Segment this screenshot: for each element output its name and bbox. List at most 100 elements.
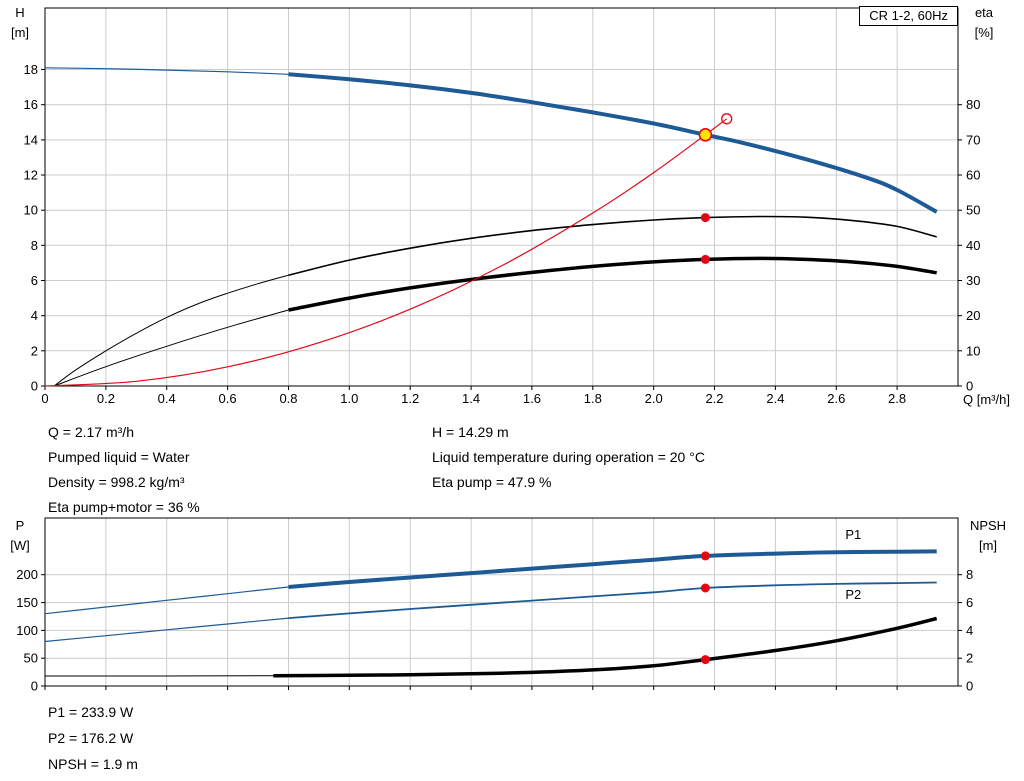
- y-tick-label: 2: [31, 343, 38, 358]
- x-tick-label: 2.8: [888, 391, 906, 406]
- x-tick-label: 1.4: [462, 391, 480, 406]
- y-tick-label: 200: [16, 567, 38, 582]
- npsh-axis-unit: [m]: [978, 538, 998, 553]
- h-axis-title: H [m]: [0, 3, 40, 43]
- x-tick-label: 2.2: [705, 391, 723, 406]
- y-tick-label: 14: [24, 132, 38, 147]
- y-tick-label: 100: [16, 623, 38, 638]
- info-p1: P1 = 233.9 W: [48, 704, 134, 720]
- power-info: P1 = 233.9 W P2 = 176.2 W NPSH = 1.9 m: [48, 699, 138, 777]
- y-tick-label: 8: [31, 238, 38, 253]
- x-tick-label: 2.4: [766, 391, 784, 406]
- y-tick-label: 18: [24, 62, 38, 77]
- qh-eta-chart: 0 0.2 0.4 0.6 0.8 1.0 1.2 1.4 1.6 1.8 2.0 2.2 2.4 2.6…: [24, 7, 981, 406]
- axis-ticks: 0 50 100 150 200 0 2 4 6 8: [16, 567, 973, 693]
- y-tick-label: 16: [24, 97, 38, 112]
- eta-axis-unit: [%]: [974, 25, 994, 40]
- p-axis-title: P [W]: [0, 516, 40, 556]
- duty-info-left: Q = 2.17 m³/h Pumped liquid = Water Dens…: [48, 420, 200, 520]
- y-tick-label: 0: [31, 379, 38, 394]
- info-q: Q = 2.17 m³/h: [48, 424, 134, 440]
- eta-pump-point: [700, 213, 710, 223]
- grid: [45, 8, 958, 386]
- npsh-curve: [273, 616, 938, 678]
- info-h: H = 14.29 m: [432, 424, 509, 440]
- y-tick-label: 4: [31, 308, 38, 323]
- x-tick-label: 1.8: [584, 391, 602, 406]
- x-tick-label: 0.6: [219, 391, 237, 406]
- x-tick-label: 1.2: [401, 391, 419, 406]
- y2-tick-label: 30: [966, 273, 980, 288]
- q-axis-title: Q [m³/h]: [963, 392, 1010, 407]
- info-pumped-liquid: Pumped liquid = Water: [48, 449, 190, 465]
- y2-tick-label: 0: [966, 379, 973, 394]
- h-curve-extension: [44, 67, 289, 75]
- y2-tick-label: 6: [966, 595, 973, 610]
- x-tick-label: 1.6: [523, 391, 541, 406]
- y2-tick-label: 2: [966, 651, 973, 666]
- y-tick-label: 6: [31, 273, 38, 288]
- x-tick-label: 2.6: [827, 391, 845, 406]
- p2-extension: [44, 617, 289, 643]
- duty-point[interactable]: [698, 128, 713, 142]
- p2-label: P2: [845, 587, 861, 602]
- power-npsh-chart: 0 50 100 150 200 0 2 4 6 8 P1 P2: [16, 517, 973, 694]
- y2-tick-label: 40: [966, 238, 980, 253]
- p1-extension: [44, 586, 289, 615]
- y-tick-label: 10: [24, 203, 38, 218]
- y2-tick-label: 60: [966, 168, 980, 183]
- info-eta-pump-motor: Eta pump+motor = 36 %: [48, 499, 200, 515]
- eta-pump-motor-curve: [288, 256, 937, 312]
- p-axis-name: P: [15, 518, 25, 533]
- y2-tick-label: 10: [966, 343, 980, 358]
- x-tick-label: 1.0: [340, 391, 358, 406]
- eta-axis-title: eta [%]: [958, 3, 1010, 43]
- eta-pump-curve: [288, 215, 937, 276]
- y2-tick-label: 50: [966, 203, 980, 218]
- x-tick-label: 0.4: [158, 391, 176, 406]
- p1-point: [700, 551, 710, 561]
- plot-border: [44, 517, 959, 687]
- h-axis-name: H: [15, 5, 25, 20]
- eta-pump-extension: [53, 274, 289, 387]
- x-tick-label: 0.2: [97, 391, 115, 406]
- h-curve: [288, 72, 938, 214]
- h-axis-unit: [m]: [10, 25, 30, 40]
- y-tick-label: 50: [24, 651, 38, 666]
- y2-tick-label: 8: [966, 567, 973, 582]
- x-tick-label: 2.0: [645, 391, 663, 406]
- eta-pump-motor-extension: [53, 309, 289, 387]
- info-p2: P2 = 176.2 W: [48, 730, 134, 746]
- y2-tick-label: 20: [966, 308, 980, 323]
- plot-border: [44, 7, 959, 387]
- y2-tick-label: 0: [966, 679, 973, 694]
- pump-model-label: CR 1-2, 60Hz: [859, 6, 958, 26]
- p2-point: [700, 583, 710, 593]
- info-liquid-temperature: Liquid temperature during operation = 20…: [432, 449, 705, 465]
- eta-axis-name: eta: [974, 5, 994, 20]
- npsh-point: [700, 655, 710, 665]
- info-npsh: NPSH = 1.9 m: [48, 756, 138, 772]
- x-tick-label: 0: [41, 391, 48, 406]
- npsh-axis-title: NPSH [m]: [956, 516, 1020, 556]
- y2-tick-label: 80: [966, 97, 980, 112]
- p2-curve: [288, 581, 937, 619]
- npsh-axis-name: NPSH: [969, 518, 1007, 533]
- p1-label: P1: [845, 527, 861, 542]
- y-tick-label: 150: [16, 595, 38, 610]
- y-tick-label: 12: [24, 168, 38, 183]
- y-tick-label: 0: [31, 679, 38, 694]
- info-density: Density = 998.2 kg/m³: [48, 474, 185, 490]
- x-tick-label: 0.8: [279, 391, 297, 406]
- eta-pump-motor-point: [700, 254, 710, 264]
- p1-curve: [288, 549, 937, 589]
- system-curve: [44, 118, 728, 387]
- p-axis-unit: [W]: [10, 538, 30, 553]
- info-eta-pump: Eta pump = 47.9 %: [432, 474, 552, 490]
- y2-tick-label: 4: [966, 623, 973, 638]
- requested-duty-point[interactable]: [721, 113, 733, 125]
- y2-tick-label: 70: [966, 132, 980, 147]
- axis-ticks: 0 0.2 0.4 0.6 0.8 1.0 1.2 1.4 1.6 1.8 2.0 2.2 2.4 2.6…: [24, 62, 981, 406]
- duty-info-right: H = 14.29 m Liquid temperature during op…: [432, 420, 705, 495]
